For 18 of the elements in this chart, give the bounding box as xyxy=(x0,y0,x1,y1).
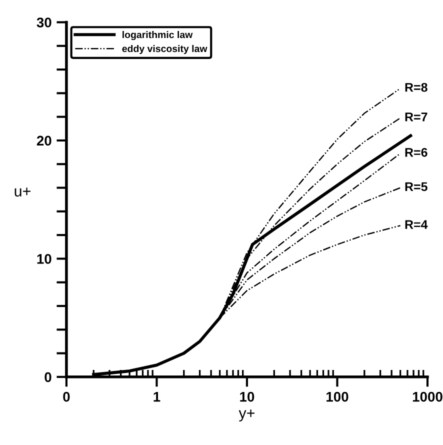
x-axis-title: y+ xyxy=(238,409,254,422)
annotation: R=5 xyxy=(405,182,428,192)
legend-label: eddy viscosity law xyxy=(122,44,208,54)
y-tick-label: 20 xyxy=(36,136,52,146)
x-tick-label: 1000 xyxy=(412,392,442,402)
y-axis-title: u+ xyxy=(14,188,30,197)
x-tick-label: 1 xyxy=(154,392,160,402)
y-tick-label: 30 xyxy=(36,18,52,28)
y-tick-label: 0 xyxy=(44,372,52,382)
annotation: R=6 xyxy=(405,148,428,157)
x-tick-label: 0 xyxy=(63,392,70,402)
x-tick-label: 100 xyxy=(326,392,348,402)
y-tick-label: 10 xyxy=(37,254,52,264)
annotation: R=8 xyxy=(405,82,428,92)
annotation: R=7 xyxy=(405,112,428,122)
annotation: R=4 xyxy=(405,220,428,229)
legend-label: logarithmic law xyxy=(122,31,193,40)
x-tick-label: 10 xyxy=(240,392,254,402)
